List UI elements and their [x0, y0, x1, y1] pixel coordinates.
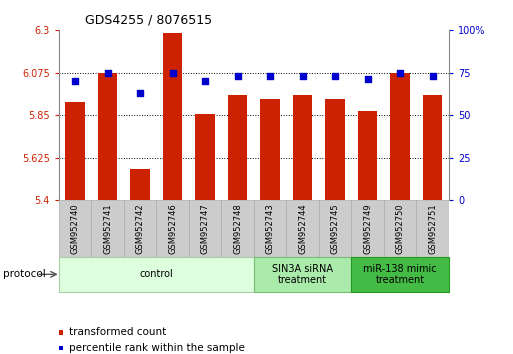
Bar: [351, 257, 449, 292]
Point: [104, 70, 112, 75]
Text: GSM952743: GSM952743: [266, 203, 274, 254]
Text: GSM952751: GSM952751: [428, 203, 437, 254]
Bar: [222, 200, 254, 257]
Bar: [254, 257, 351, 292]
Text: transformed count: transformed count: [69, 327, 167, 337]
Text: GSM952748: GSM952748: [233, 203, 242, 254]
Text: miR-138 mimic
treatment: miR-138 mimic treatment: [363, 263, 437, 285]
Bar: [98, 73, 117, 200]
Bar: [417, 200, 449, 257]
Point: [299, 73, 307, 79]
Point: [364, 76, 372, 82]
Bar: [384, 200, 417, 257]
Point: [233, 73, 242, 79]
Point: [71, 78, 80, 84]
Bar: [163, 33, 183, 200]
Text: GSM952744: GSM952744: [298, 203, 307, 254]
Text: GSM952745: GSM952745: [331, 203, 340, 254]
Text: GSM952750: GSM952750: [396, 203, 405, 254]
Text: GSM952746: GSM952746: [168, 203, 177, 254]
Text: GSM952749: GSM952749: [363, 203, 372, 254]
Bar: [286, 200, 319, 257]
Bar: [423, 95, 442, 200]
Text: GSM952747: GSM952747: [201, 203, 210, 254]
Bar: [91, 200, 124, 257]
Point: [136, 90, 144, 96]
Bar: [59, 200, 91, 257]
Bar: [195, 114, 215, 200]
Bar: [261, 99, 280, 200]
Text: GSM952740: GSM952740: [71, 203, 80, 254]
Point: [428, 73, 437, 79]
Text: protocol: protocol: [3, 269, 45, 279]
Point: [201, 78, 209, 84]
Text: GSM952742: GSM952742: [136, 203, 145, 254]
Point: [266, 73, 274, 79]
Bar: [254, 200, 286, 257]
Bar: [66, 102, 85, 200]
Point: [169, 70, 177, 75]
Bar: [156, 200, 189, 257]
Text: GDS4255 / 8076515: GDS4255 / 8076515: [85, 13, 212, 27]
Bar: [351, 200, 384, 257]
Bar: [124, 200, 156, 257]
Bar: [59, 257, 254, 292]
Point: [396, 70, 404, 75]
Bar: [390, 73, 410, 200]
Point: [331, 73, 339, 79]
Text: percentile rank within the sample: percentile rank within the sample: [69, 343, 245, 353]
Bar: [325, 99, 345, 200]
Bar: [130, 169, 150, 200]
Text: SIN3A siRNA
treatment: SIN3A siRNA treatment: [272, 263, 333, 285]
Bar: [358, 111, 378, 200]
Text: GSM952741: GSM952741: [103, 203, 112, 254]
Bar: [189, 200, 222, 257]
Text: control: control: [140, 269, 173, 279]
Bar: [228, 95, 247, 200]
Bar: [319, 200, 351, 257]
Bar: [293, 95, 312, 200]
